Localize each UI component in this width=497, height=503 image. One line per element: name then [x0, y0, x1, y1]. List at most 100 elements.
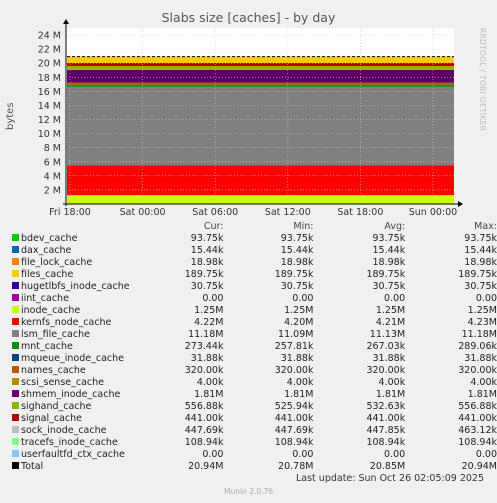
x-tick-label: Sun 00:00 [409, 207, 457, 215]
y-tick-label: 20 M [38, 59, 61, 70]
legend-header-row: Cur: Min: Avg: Max: [12, 221, 497, 233]
legend-row: file_lock_cache 18.98k 18.98k 18.98k 18.98k [12, 257, 497, 269]
legend-max-value: 108.94k [458, 437, 497, 448]
chart-title: Slabs size [caches] - by day [161, 10, 336, 25]
legend-min-value: 108.94k [274, 437, 314, 448]
area-mnt-cache [67, 84, 454, 87]
header-max: Max: [474, 221, 497, 232]
chart-canvas: 2 M 4 M 6 M 8 M 10 M 12 M 14 M 16 M 18 M 20 M 22 M… [38, 19, 463, 215]
legend-row: hugetlbfs_inode_cache 30.75k 30.75k 30.75k 3… [12, 281, 497, 293]
legend-row: inode_cache 1.25M 1.25M 1.25M 1.25M [12, 305, 497, 317]
legend-swatch [12, 294, 19, 301]
legend-swatch [12, 330, 19, 337]
legend-cur-value: 1.25M [194, 305, 224, 316]
legend-avg-value: 532.63k [366, 401, 406, 412]
legend-swatch [12, 306, 19, 313]
legend-series-name: dax_cache [21, 245, 72, 256]
legend-max-value: 15.44k [464, 245, 497, 256]
legend-avg-value: 441.00k [366, 413, 406, 424]
legend-series-name: mnt_cache [21, 341, 73, 352]
legend-min-value: 15.44k [280, 245, 314, 256]
y-tick-label: 18 M [38, 73, 61, 84]
legend-min-value: 1.81M [284, 389, 314, 400]
area-others [67, 56, 454, 63]
area-shmem-inode-cache [67, 69, 454, 83]
legend-cur-value: 20.94M [188, 461, 224, 472]
legend-series-name: tracefs_inode_cache [21, 437, 118, 448]
legend-series-name: files_cache [21, 269, 74, 280]
legend-series-name: Total [21, 461, 44, 472]
rrdtool-credit: RRDTOOL / TOBI OETIKER [478, 28, 487, 132]
legend-avg-value: 267.03k [366, 341, 406, 352]
legend-avg-value: 447.85k [366, 425, 406, 436]
legend-series-name: inode_cache [21, 305, 81, 316]
legend-cur-value: 15.44k [190, 245, 224, 256]
legend-max-value: 441.00k [458, 413, 497, 424]
legend-row: names_cache 320.00k 320.00k 320.00k 320.00k [12, 365, 497, 377]
legend-max-value: 320.00k [458, 365, 497, 376]
legend-max-value: 20.94M [461, 461, 497, 472]
area-signal-cache [67, 62, 454, 66]
legend-row: mqueue_inode_cache 31.88k 31.88k 31.88k 31.8… [12, 353, 497, 365]
legend-row: userfaultfd_ctx_cache 0.00 0.00 0.00 0.00 [12, 449, 497, 461]
y-tick-label: 2 M [44, 185, 61, 196]
legend-series-name: signal_cache [21, 413, 82, 424]
y-tick-label: 10 M [38, 129, 61, 140]
legend-avg-value: 189.75k [366, 269, 406, 280]
legend-min-value: 30.75k [280, 281, 314, 292]
legend-row: scsi_sense_cache 4.00k 4.00k 4.00k 4.00k [12, 377, 497, 389]
legend-avg-value: 11.13M [369, 329, 406, 340]
legend-swatch [12, 414, 19, 421]
y-tick-label: 14 M [38, 101, 61, 112]
legend-swatch [12, 366, 19, 373]
y-tick-label: 16 M [38, 87, 61, 98]
legend-swatch [12, 270, 19, 277]
legend-cur-value: 273.44k [184, 341, 224, 352]
legend-cur-value: 556.88k [184, 401, 224, 412]
area-sighand-cache [67, 65, 454, 70]
legend-series-name: userfaultfd_ctx_cache [21, 449, 125, 460]
legend-min-value: 4.20M [284, 317, 314, 328]
legend-swatch [12, 378, 19, 385]
legend-cur-value: 30.75k [190, 281, 224, 292]
legend-avg-value: 15.44k [372, 245, 406, 256]
legend-max-value: 11.18M [461, 329, 497, 340]
legend-avg-value: 0.00 [384, 293, 406, 304]
legend-series-name: scsi_sense_cache [21, 377, 105, 388]
x-axis-arrow [458, 201, 463, 207]
legend-cur-value: 31.88k [190, 353, 224, 364]
legend-avg-value: 0.00 [384, 449, 406, 460]
legend-cur-value: 1.81M [194, 389, 224, 400]
legend-avg-value: 4.00k [378, 377, 406, 388]
legend-min-value: 93.75k [280, 233, 314, 244]
legend-min-value: 447.69k [274, 425, 314, 436]
legend-row: kernfs_node_cache 4.22M 4.20M 4.21M 4.23M [12, 317, 497, 329]
legend-avg-value: 93.75k [372, 233, 406, 244]
munin-version: Munin 2.0.76 [223, 487, 274, 496]
legend-cur-value: 18.98k [190, 257, 224, 268]
legend-cur-value: 320.00k [184, 365, 224, 376]
legend-cur-value: 93.75k [190, 233, 224, 244]
legend-max-value: 556.88k [458, 401, 497, 412]
header-cur: Cur: [203, 221, 224, 232]
legend-min-value: 0.00 [292, 293, 314, 304]
legend-max-value: 0.00 [475, 449, 497, 460]
legend-min-value: 1.25M [284, 305, 314, 316]
y-axis-arrow [63, 19, 69, 24]
legend-series-name: kernfs_node_cache [21, 317, 112, 328]
legend-swatch [12, 342, 19, 349]
legend-avg-value: 20.85M [369, 461, 406, 472]
x-tick-labels: Fri 18:00 Sat 00:00 Sat 06:00 Sat 12:00 Sat … [49, 207, 457, 215]
legend-series-name: hugetlbfs_inode_cache [21, 281, 130, 292]
legend-swatch [12, 450, 19, 457]
x-tick-label: Sat 00:00 [120, 207, 166, 215]
legend-max-value: 463.12k [458, 425, 497, 436]
legend-max-value: 31.88k [464, 353, 497, 364]
legend-series-name: mqueue_inode_cache [21, 353, 124, 364]
legend-series-name: iint_cache [21, 293, 69, 304]
header-min: Min: [293, 221, 314, 232]
legend-swatch [12, 462, 19, 469]
legend-min-value: 20.78M [278, 461, 314, 472]
legend-max-value: 4.00k [470, 377, 497, 388]
legend-series-name: file_lock_cache [21, 257, 93, 268]
